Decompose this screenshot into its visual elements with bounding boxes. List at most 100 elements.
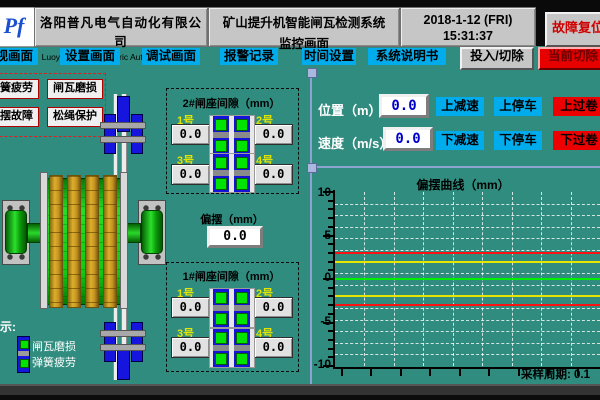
spring-fatigue-lamp <box>236 313 248 325</box>
chart-series-lower-warning-limit <box>335 295 600 298</box>
x-tick <box>488 369 491 376</box>
x-tick <box>341 369 343 376</box>
fault-reset-button[interactable]: 故障复位 <box>545 12 600 47</box>
y-tick <box>328 243 333 246</box>
spring-fatigue-button[interactable]: 弹簧疲劳 <box>0 79 39 99</box>
spring-fatigue-lamp <box>215 313 227 325</box>
tab-system-manual[interactable]: 系统说明书 <box>368 48 446 65</box>
tab-settings-screen[interactable]: 设置画面 <box>60 48 120 65</box>
speed-value: 0.0 <box>383 127 433 151</box>
company-logo: Pf <box>0 7 36 47</box>
panel-divider-horizontal <box>310 166 600 168</box>
brake1-ch1-value: 0.0 <box>171 297 210 318</box>
chart-y-axis <box>323 191 333 367</box>
speed-label: 速度（m/s） <box>318 136 393 151</box>
alarm-button-frame <box>0 73 106 137</box>
chart-x-axis-line <box>333 367 600 369</box>
drum-flange-right <box>120 172 128 309</box>
tab-debug-screen[interactable]: 调试画面 <box>142 48 200 65</box>
shoe-wear-button[interactable]: 闸瓦磨损 <box>47 79 103 99</box>
y-tick-label: -5 <box>303 314 331 328</box>
y-tick <box>328 330 333 333</box>
rope-groove-band <box>103 175 117 308</box>
h-gridline <box>335 354 600 356</box>
shoe-wear-lamp <box>215 292 227 304</box>
sway-value: 0.0 <box>207 226 263 248</box>
legend-spring-fatigue-label: 弹簧疲劳 <box>32 357 76 369</box>
spring-fatigue-lamp <box>215 140 227 152</box>
h-gridline <box>335 319 600 321</box>
rope-groove-band <box>49 175 63 308</box>
brake2-ch2-value: 0.0 <box>254 124 293 145</box>
company-name-en: Luoyang pfann Electric Automation Co.Ltd <box>41 52 201 62</box>
page-title-line2: 监控画面 <box>278 37 329 51</box>
spring-fatigue-lamp <box>236 353 248 365</box>
brake2-ch1-value: 0.0 <box>171 124 210 145</box>
shoe-wear-lamp <box>236 157 248 169</box>
position-value: 0.0 <box>379 94 429 118</box>
shoe-wear-lamp <box>215 332 227 344</box>
page-title-line1: 矿山提升机智能闸瓦检测系统 <box>222 16 386 30</box>
y-tick <box>328 286 333 289</box>
bottom-caliper-crossbar2 <box>100 344 146 351</box>
engage-remove-button[interactable]: 投入/切除 <box>460 47 534 70</box>
chart-series-upper-warning-limit <box>335 260 600 263</box>
h-gridline <box>335 215 600 217</box>
shoe-wear-lamp <box>236 332 248 344</box>
brake2-caliper-indicator-12 <box>209 115 255 155</box>
sample-period-label: 采样周期: 0.1 <box>521 369 591 381</box>
brake1-ch4-value: 0.0 <box>254 337 293 358</box>
brake2-section-frame <box>166 88 299 194</box>
y-tick <box>323 321 333 324</box>
datetime-display: 2018-1-12 (FRI) 15:31:37 <box>400 7 536 47</box>
shoe-wear-lamp <box>236 119 248 131</box>
h-gridline <box>335 226 600 228</box>
y-tick <box>328 312 333 315</box>
legend-shoe-wear-lamp <box>20 340 29 349</box>
up-stop-lamp: 上停车 <box>494 97 542 116</box>
tab-alarm-log[interactable]: 报警记录 <box>220 48 278 65</box>
panel-divider-vertical <box>310 70 312 384</box>
sway-fault-button[interactable]: 偏摆故障 <box>0 107 39 127</box>
brake1-ch3-value: 0.0 <box>171 337 210 358</box>
x-tick <box>547 369 550 376</box>
shoe-wear-lamp <box>215 119 227 131</box>
spring-fatigue-lamp <box>236 140 248 152</box>
x-tick <box>576 369 579 376</box>
spring-fatigue-lamp <box>215 353 227 365</box>
rope-slack-button[interactable]: 松绳保护 <box>47 107 103 127</box>
h-gridline <box>335 331 600 333</box>
brake1-ch2-value: 0.0 <box>254 297 293 318</box>
company-name-cn: 洛阳普凡电气自动化有限公司 <box>39 16 202 49</box>
tab-time-setting[interactable]: 时间设置 <box>302 48 356 65</box>
bottom-bar <box>0 384 600 400</box>
y-tick <box>328 356 333 359</box>
tab-monitor-screen[interactable]: 监视画面 <box>0 48 38 65</box>
y-tick <box>328 295 333 298</box>
h-gridline <box>335 203 600 205</box>
bottom-caliper-left-arm <box>104 322 116 362</box>
h-gridline <box>335 238 600 240</box>
rope-groove-band <box>85 175 99 308</box>
sway-title: 偏摆（mm） <box>200 214 264 226</box>
y-tick <box>323 191 333 193</box>
position-label: 位置（m） <box>318 103 382 118</box>
left-bearing-cylinder <box>5 210 27 254</box>
legend-spring-fatigue-lamp <box>20 359 29 368</box>
chart-y-axis-line <box>333 190 335 369</box>
shoe-wear-lamp <box>236 292 248 304</box>
top-caliper-left-arm <box>104 114 116 154</box>
brake1-caliper-indicator-12 <box>209 288 255 328</box>
y-tick <box>328 260 333 263</box>
h-gridline <box>335 250 600 251</box>
brake1-section-title: 1#闸座间隙（mm） <box>182 271 281 283</box>
down-decel-lamp: 下减速 <box>436 131 484 150</box>
brake2-ch3-value: 0.0 <box>171 164 210 185</box>
divider-node <box>307 163 317 173</box>
company-name-box: 洛阳普凡电气自动化有限公司 Luoyang pfann Electric Aut… <box>34 7 208 62</box>
y-tick <box>328 269 333 272</box>
drum-flange-left <box>40 172 48 309</box>
brake1-section-frame <box>166 262 299 372</box>
bottom-caliper-right-arm <box>131 322 143 362</box>
y-tick <box>328 338 333 341</box>
